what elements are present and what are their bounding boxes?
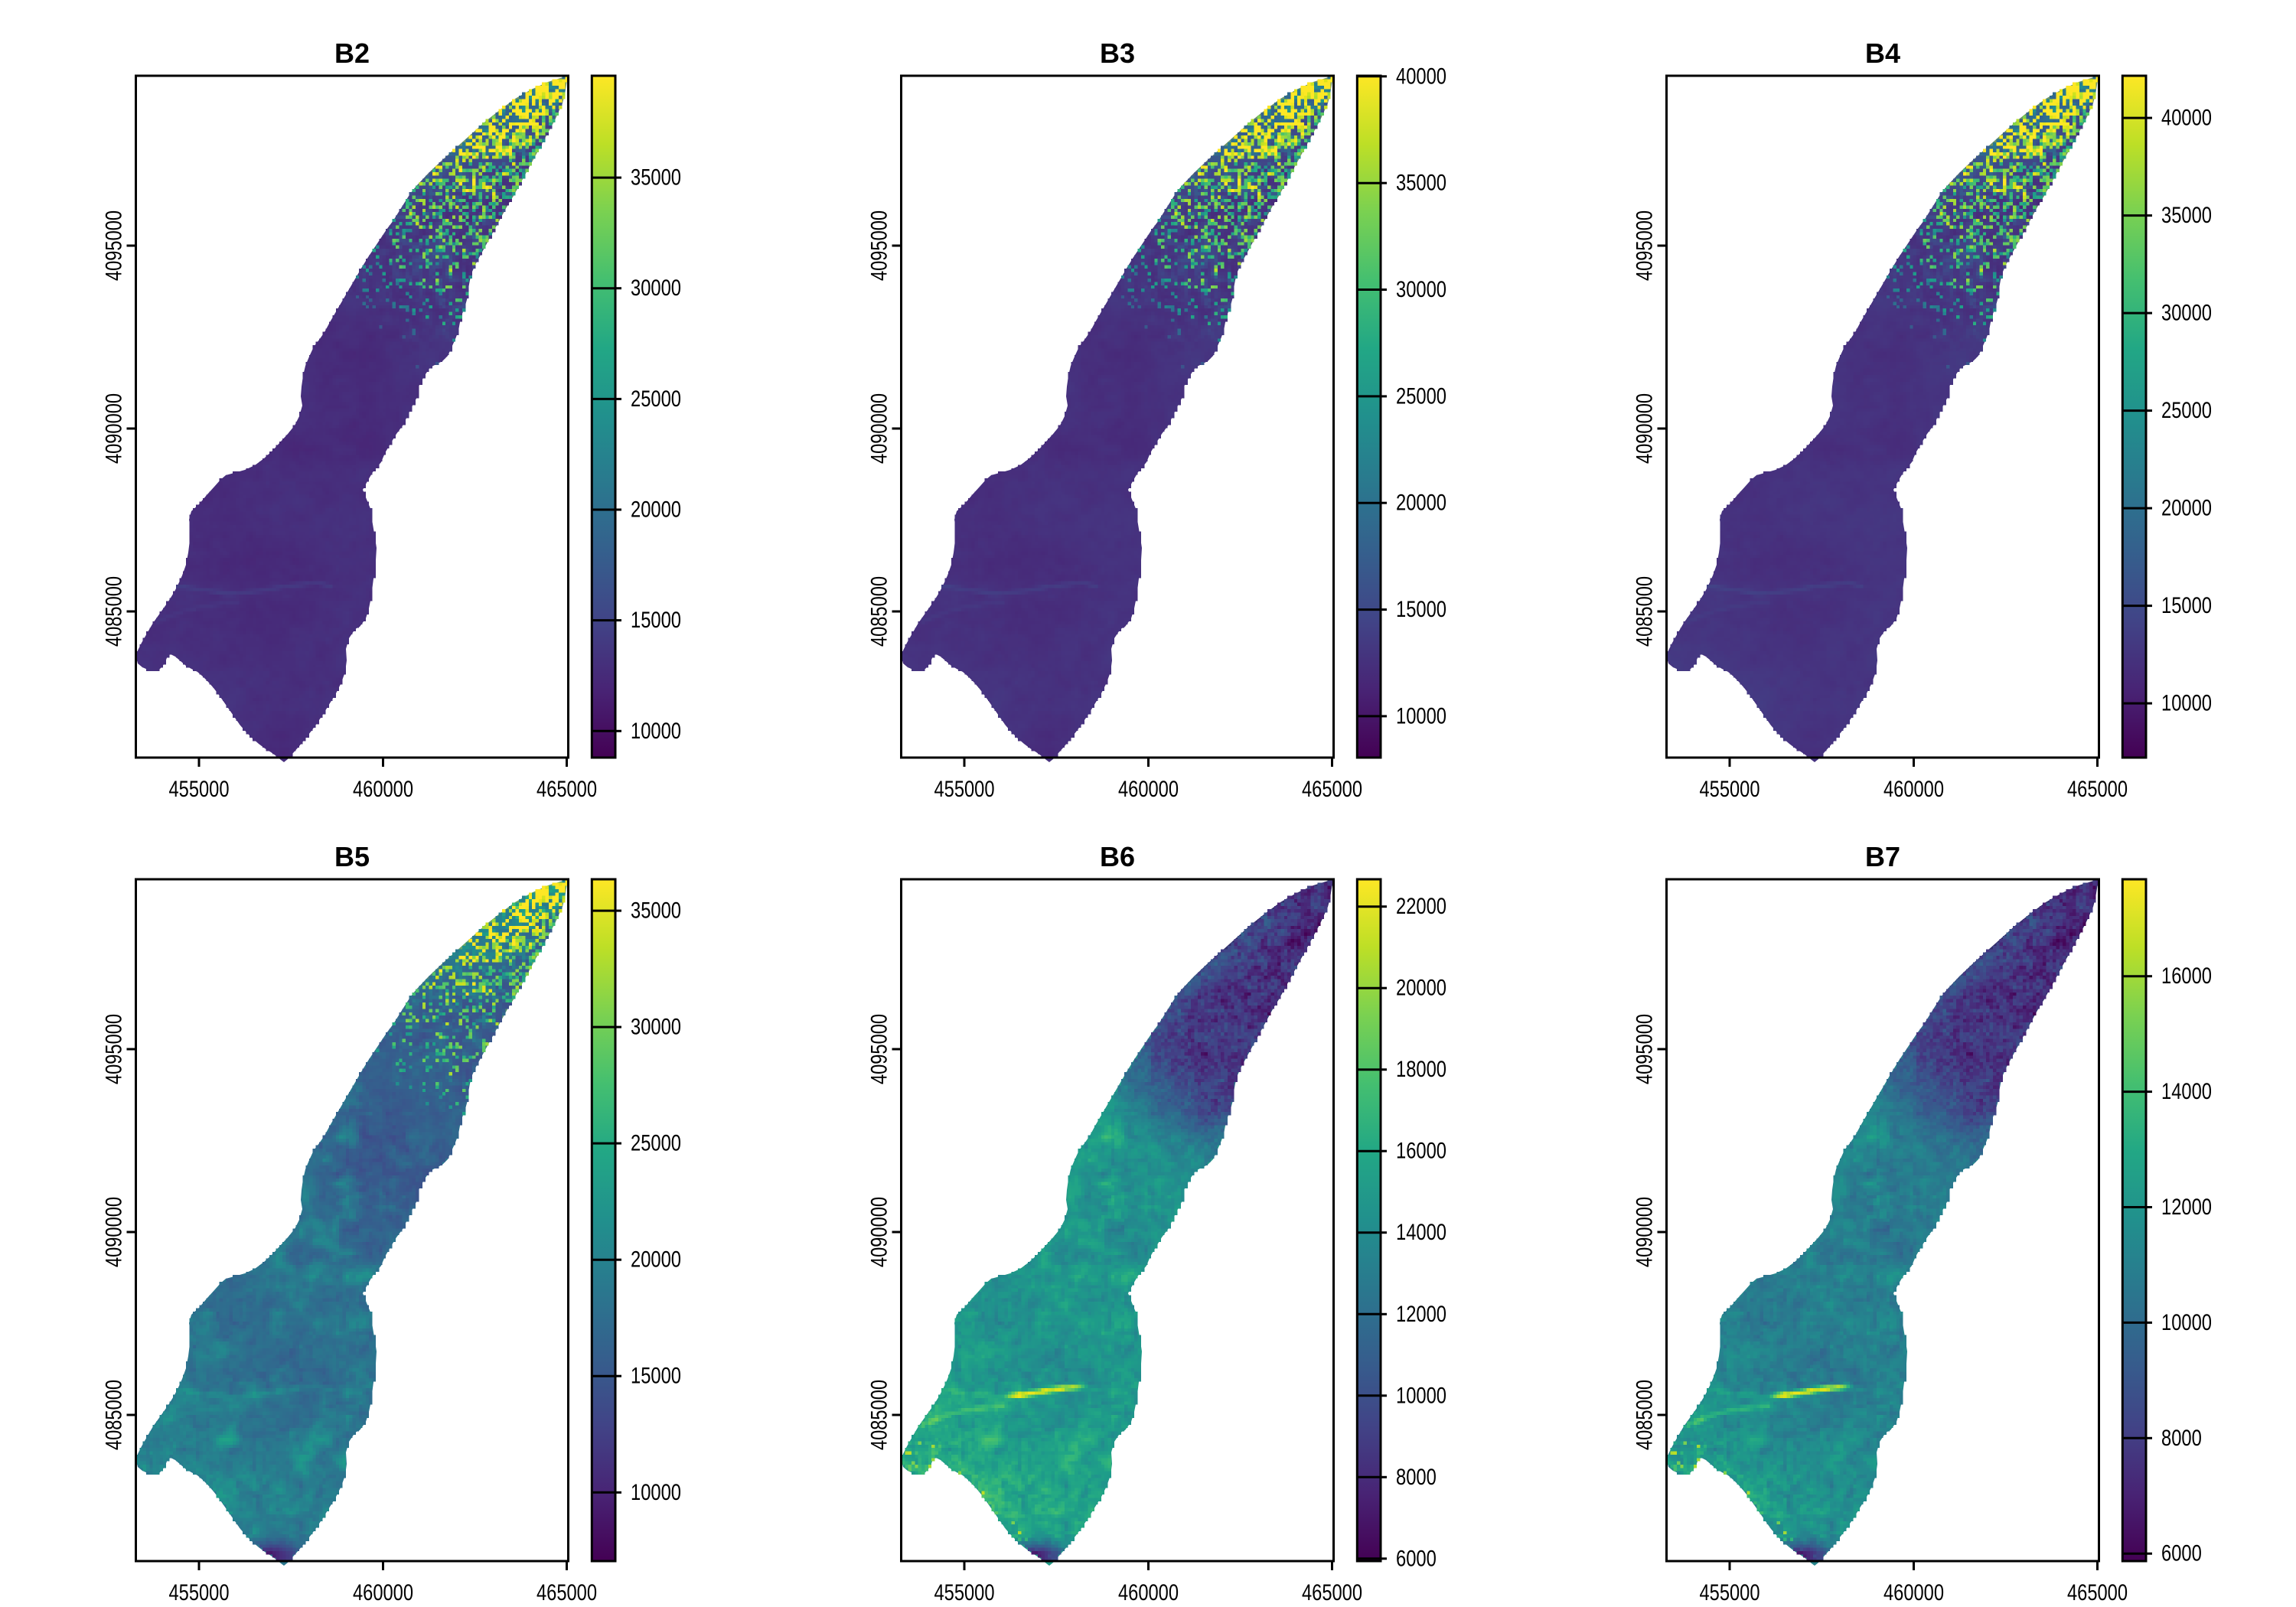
svg-text:4090000: 4090000 <box>102 1197 127 1267</box>
svg-text:4090000: 4090000 <box>1632 393 1658 464</box>
svg-text:20000: 20000 <box>2161 496 2212 521</box>
svg-text:10000: 10000 <box>1396 1383 1446 1408</box>
svg-text:4090000: 4090000 <box>1632 1197 1658 1267</box>
svg-text:10000: 10000 <box>1396 703 1446 729</box>
svg-text:8000: 8000 <box>2161 1426 2202 1451</box>
svg-text:12000: 12000 <box>2161 1195 2212 1220</box>
svg-text:460000: 460000 <box>1883 1580 1944 1605</box>
svg-text:455000: 455000 <box>934 1580 995 1605</box>
svg-text:18000: 18000 <box>1396 1057 1446 1082</box>
svg-text:B3: B3 <box>1100 37 1135 69</box>
svg-text:40000: 40000 <box>1396 64 1446 89</box>
svg-text:455000: 455000 <box>169 1580 230 1605</box>
svg-text:460000: 460000 <box>353 777 413 802</box>
svg-text:30000: 30000 <box>631 1015 681 1040</box>
svg-text:35000: 35000 <box>1396 171 1446 196</box>
svg-text:4090000: 4090000 <box>102 393 127 464</box>
svg-text:4095000: 4095000 <box>102 1014 127 1084</box>
svg-text:465000: 465000 <box>536 1580 597 1605</box>
svg-text:22000: 22000 <box>1396 894 1446 919</box>
svg-text:465000: 465000 <box>1302 1580 1362 1605</box>
svg-text:25000: 25000 <box>631 1131 681 1156</box>
svg-text:14000: 14000 <box>1396 1220 1446 1245</box>
svg-text:15000: 15000 <box>1396 597 1446 622</box>
svg-text:15000: 15000 <box>631 608 681 633</box>
svg-text:455000: 455000 <box>1700 1580 1760 1605</box>
svg-text:4085000: 4085000 <box>102 576 127 647</box>
svg-text:25000: 25000 <box>1396 383 1446 409</box>
svg-text:465000: 465000 <box>2067 1580 2128 1605</box>
svg-text:15000: 15000 <box>2161 593 2212 618</box>
svg-text:4085000: 4085000 <box>1632 1380 1658 1450</box>
svg-text:460000: 460000 <box>1118 1580 1179 1605</box>
svg-text:4095000: 4095000 <box>1632 1014 1658 1084</box>
svg-text:10000: 10000 <box>2161 1310 2212 1335</box>
svg-text:B6: B6 <box>1100 841 1135 872</box>
svg-text:B7: B7 <box>1865 841 1900 872</box>
svg-text:30000: 30000 <box>631 275 681 301</box>
svg-text:4085000: 4085000 <box>867 1380 892 1450</box>
svg-text:10000: 10000 <box>631 719 681 744</box>
svg-text:4095000: 4095000 <box>867 210 892 281</box>
svg-text:25000: 25000 <box>631 386 681 412</box>
svg-text:6000: 6000 <box>2161 1541 2202 1566</box>
svg-text:460000: 460000 <box>1118 777 1179 802</box>
svg-text:4085000: 4085000 <box>102 1380 127 1450</box>
svg-text:25000: 25000 <box>2161 398 2212 423</box>
svg-text:30000: 30000 <box>2161 301 2212 326</box>
svg-text:16000: 16000 <box>1396 1139 1446 1164</box>
svg-text:4095000: 4095000 <box>102 210 127 281</box>
svg-text:465000: 465000 <box>1302 777 1362 802</box>
svg-text:B5: B5 <box>334 841 370 872</box>
svg-text:20000: 20000 <box>1396 976 1446 1001</box>
svg-text:15000: 15000 <box>631 1364 681 1389</box>
svg-text:35000: 35000 <box>631 898 681 924</box>
svg-text:B4: B4 <box>1865 37 1900 69</box>
svg-text:4085000: 4085000 <box>867 576 892 647</box>
svg-text:20000: 20000 <box>631 1247 681 1273</box>
svg-text:460000: 460000 <box>353 1580 413 1605</box>
svg-text:12000: 12000 <box>1396 1302 1446 1327</box>
svg-text:6000: 6000 <box>1396 1546 1437 1571</box>
svg-text:10000: 10000 <box>2161 691 2212 716</box>
svg-text:14000: 14000 <box>2161 1079 2212 1104</box>
svg-text:455000: 455000 <box>1700 777 1760 802</box>
svg-text:35000: 35000 <box>631 165 681 191</box>
svg-text:35000: 35000 <box>2161 203 2212 228</box>
svg-text:4090000: 4090000 <box>867 393 892 464</box>
svg-text:455000: 455000 <box>934 777 995 802</box>
svg-text:B2: B2 <box>334 37 370 69</box>
svg-text:4085000: 4085000 <box>1632 576 1658 647</box>
svg-text:460000: 460000 <box>1883 777 1944 802</box>
svg-text:465000: 465000 <box>536 777 597 802</box>
svg-text:10000: 10000 <box>631 1480 681 1505</box>
svg-text:465000: 465000 <box>2067 777 2128 802</box>
svg-text:455000: 455000 <box>169 777 230 802</box>
svg-text:20000: 20000 <box>1396 491 1446 516</box>
svg-text:16000: 16000 <box>2161 963 2212 989</box>
svg-text:4095000: 4095000 <box>1632 210 1658 281</box>
svg-text:4095000: 4095000 <box>867 1014 892 1084</box>
svg-text:30000: 30000 <box>1396 277 1446 302</box>
svg-text:8000: 8000 <box>1396 1465 1437 1490</box>
svg-text:20000: 20000 <box>631 497 681 523</box>
svg-text:40000: 40000 <box>2161 106 2212 131</box>
svg-text:4090000: 4090000 <box>867 1197 892 1267</box>
